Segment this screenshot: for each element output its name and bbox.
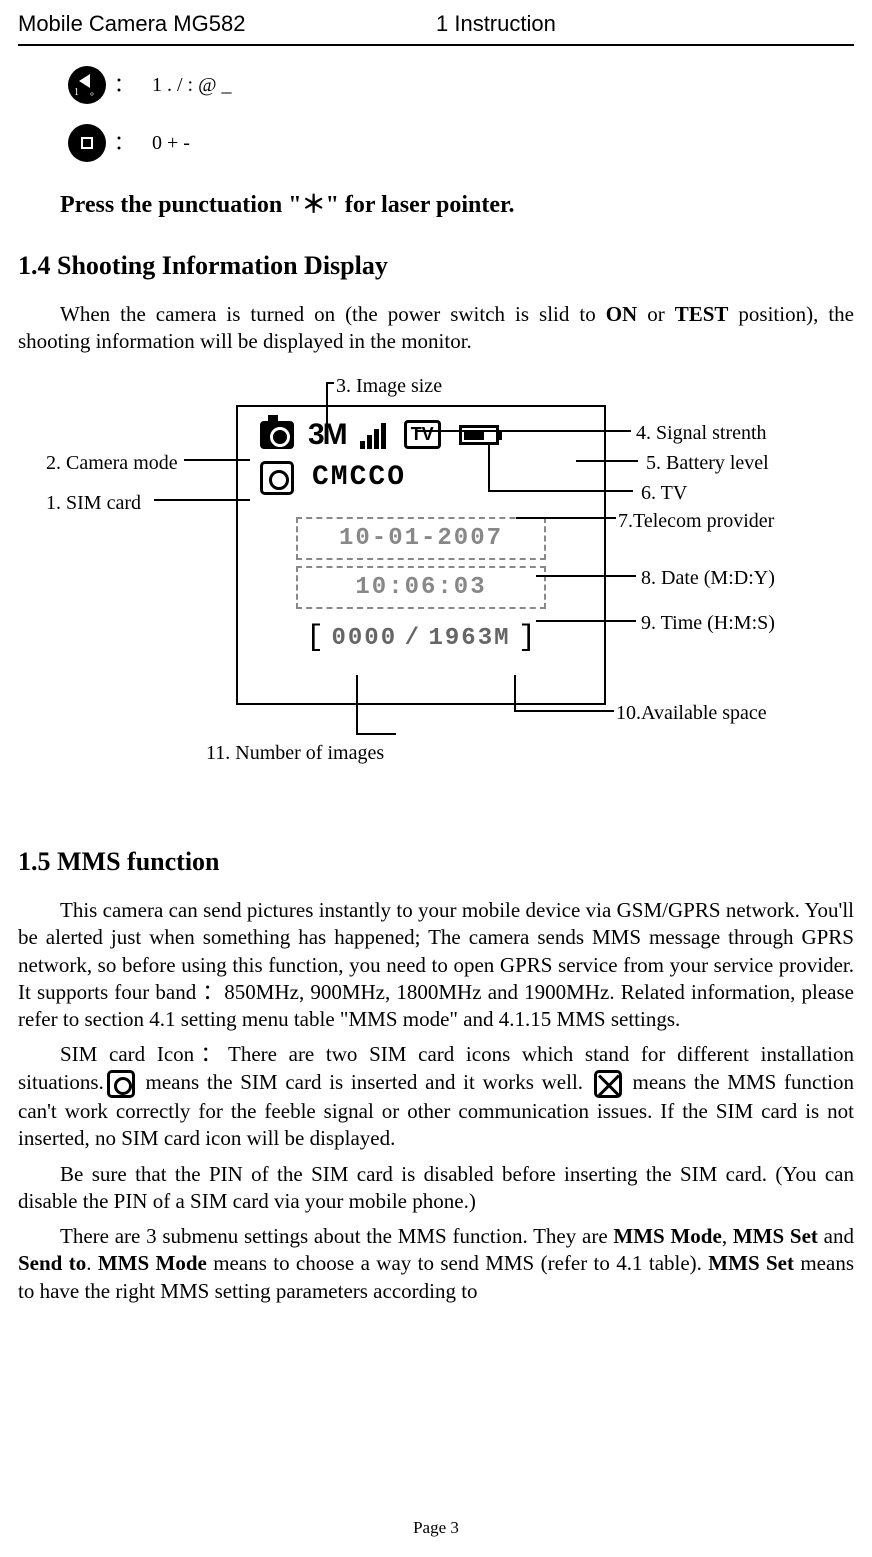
label-4: 4. Signal strenth [636,420,767,446]
key2-icon [68,124,106,162]
seg-time: 10:06:03 [296,566,546,609]
camera-icon [260,421,294,449]
key-row-1: 1。 ： 1 . / : @ _ [68,66,854,104]
para-1-5-4: There are 3 submenu settings about the M… [18,1223,854,1305]
telecom-text: CMCCO [312,460,406,496]
lcd-screen: 3M TV CMCCO 10-01-2007 10:06:03 [ 0000 /… [236,405,606,705]
para-1-5-2: SIM card Icon：There are two SIM card ico… [18,1041,854,1152]
colon: ： [114,130,134,156]
sim-ok-icon [107,1070,135,1098]
para-1-5-3: Be sure that the PIN of the SIM card is … [18,1161,854,1216]
label-11: 11. Number of images [206,740,384,766]
label-7: 7.Telecom provider [618,508,774,534]
signal-icon [360,421,390,449]
key-row-2: ： 0 + - [68,124,854,162]
battery-icon [459,425,499,445]
lcd-diagram: 3M TV CMCCO 10-01-2007 10:06:03 [ 0000 /… [46,375,826,785]
page-header: Mobile Camera MG582 1 Instruction [18,0,854,46]
tv-icon: TV [404,420,441,449]
label-5: 5. Battery level [646,450,769,476]
key1-chars: 1 . / : @ _ [152,72,232,98]
sim-fail-icon [594,1070,622,1098]
heading-1-5: 1.5 MMS function [18,845,854,879]
label-6: 6. TV [641,480,687,506]
label-3: 3. Image size [336,373,442,399]
para-1-4: When the camera is turned on (the power … [18,301,854,356]
key2-chars: 0 + - [152,130,190,156]
laser-pointer-line: Press the punctuation "＊" for laser poin… [60,190,854,221]
page-footer: Page 3 [18,1517,854,1539]
label-8: 8. Date (M:D:Y) [641,565,775,591]
label-10: 10.Available space [616,700,767,726]
label-9: 9. Time (H:M:S) [641,610,775,636]
para-1-5-1: This camera can send pictures instantly … [18,897,854,1033]
label-2: 2. Camera mode [46,450,178,476]
heading-1-4: 1.4 Shooting Information Display [18,249,854,283]
colon: ： [114,72,134,98]
header-left: Mobile Camera MG582 [18,10,436,39]
header-right: 1 Instruction [436,10,854,39]
seg-space: [ 0000 / 1963M ] [296,615,546,662]
seg-date: 10-01-2007 [296,517,546,560]
sim-icon [260,461,294,495]
key1-icon: 1。 [68,66,106,104]
label-1: 1. SIM card [46,490,141,516]
